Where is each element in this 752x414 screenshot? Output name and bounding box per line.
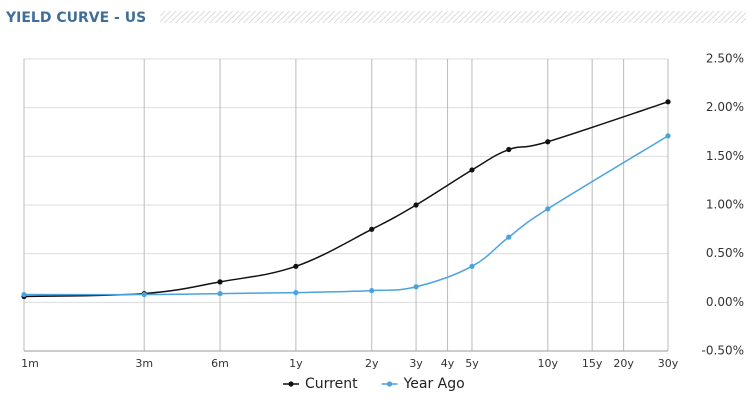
y-tick-label: 0.00% (706, 295, 744, 309)
title-decoration (160, 11, 746, 23)
data-point (293, 263, 299, 269)
x-tick-label: 15y (582, 357, 603, 370)
x-tick-label: 30y (658, 357, 679, 370)
data-point (506, 146, 512, 153)
data-point (469, 167, 475, 173)
data-point (369, 288, 375, 294)
legend-label: Current (305, 376, 358, 392)
data-point (545, 206, 551, 212)
x-tick-label: 5y (465, 357, 479, 370)
x-tick-label: 1m (21, 357, 39, 370)
data-point (21, 291, 27, 298)
x-tick-label: 6m (211, 357, 229, 370)
y-tick-label: -0.50% (702, 344, 744, 358)
y-tick-label: 1.50% (706, 149, 744, 163)
data-point (665, 133, 671, 139)
series-line (23, 101, 669, 298)
data-point (665, 99, 671, 105)
x-tick-label: 3y (409, 357, 423, 370)
x-tick-label: 20y (613, 357, 634, 370)
legend-marker (288, 381, 294, 387)
y-tick-label: 2.50% (706, 52, 744, 66)
x-tick-label: 10y (538, 357, 559, 370)
data-point (506, 234, 512, 240)
x-tick-label: 4y (441, 357, 455, 370)
y-tick-label: 0.50% (706, 246, 744, 260)
y-tick-label: 2.00% (706, 100, 744, 114)
data-point (217, 279, 223, 285)
data-point (293, 290, 299, 296)
legend-label: Year Ago (403, 376, 465, 392)
data-point (545, 139, 551, 145)
data-point (413, 284, 419, 290)
data-point (141, 291, 147, 298)
y-tick-label: 1.00% (706, 198, 744, 212)
x-tick-label: 3m (135, 357, 153, 370)
x-tick-label: 1y (289, 357, 303, 370)
data-point (413, 202, 419, 208)
chart-title: YIELD CURVE - US (5, 10, 146, 26)
data-point (369, 226, 375, 232)
series-line (23, 135, 669, 296)
data-point (217, 290, 223, 297)
x-tick-label: 2y (365, 357, 379, 370)
legend-marker (386, 381, 393, 387)
data-point (469, 263, 475, 269)
